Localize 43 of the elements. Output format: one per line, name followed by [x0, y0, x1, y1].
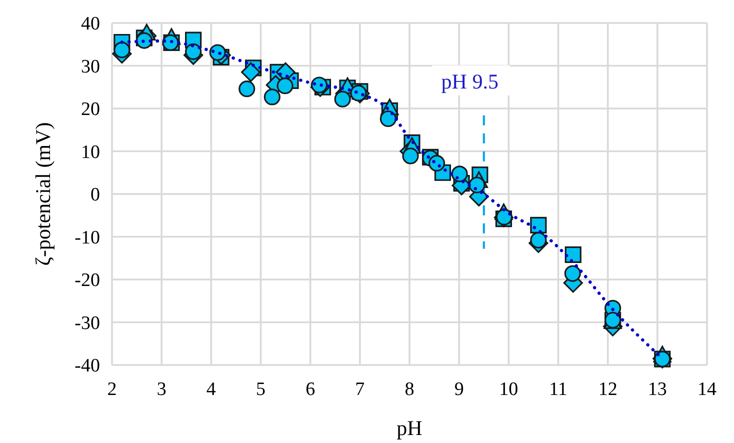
x-tick-label: 6	[306, 379, 316, 400]
x-tick-label: 3	[156, 379, 166, 400]
y-tick-label: -10	[74, 227, 100, 248]
y-tick-label: 10	[81, 142, 100, 163]
y-tick-label: 40	[81, 14, 100, 35]
x-tick-label: 8	[404, 379, 414, 400]
x-tick-label: 5	[256, 379, 266, 400]
y-tick-label: -30	[74, 312, 100, 334]
x-tick-label: 4	[206, 379, 216, 400]
point	[530, 232, 547, 248]
x-tick-label: 14	[698, 379, 717, 400]
point	[209, 44, 226, 61]
point	[264, 88, 280, 106]
point	[241, 62, 261, 82]
ref-line-label: pH 9.5	[441, 69, 498, 94]
point	[310, 76, 328, 94]
point	[185, 43, 202, 60]
point	[564, 246, 582, 264]
point	[451, 166, 468, 182]
point	[334, 90, 351, 108]
x-axis-title: pH	[396, 416, 422, 440]
point	[276, 78, 294, 94]
point	[428, 154, 446, 172]
point	[468, 176, 486, 194]
y-tick-label: -40	[74, 356, 100, 377]
y-tick-label: 20	[81, 99, 100, 120]
point	[402, 148, 419, 164]
y-tick-label: 0	[90, 184, 100, 206]
y-tick-label: -20	[74, 270, 100, 292]
point	[564, 265, 581, 282]
point	[530, 216, 547, 234]
x-tick-label: 12	[598, 379, 618, 400]
x-tick-label: 11	[549, 379, 568, 400]
x-tick-label: 10	[499, 379, 518, 400]
point	[238, 80, 256, 98]
x-tick-label: 13	[648, 379, 667, 400]
point	[380, 110, 396, 128]
x-tick-label: 7	[355, 379, 365, 400]
y-tick-label: 30	[81, 56, 100, 78]
y-axis-title: ζ-potencial (mV)	[31, 122, 55, 266]
x-tick-label: 2	[107, 379, 117, 400]
point	[114, 42, 130, 58]
x-tick-label: 9	[454, 379, 464, 400]
